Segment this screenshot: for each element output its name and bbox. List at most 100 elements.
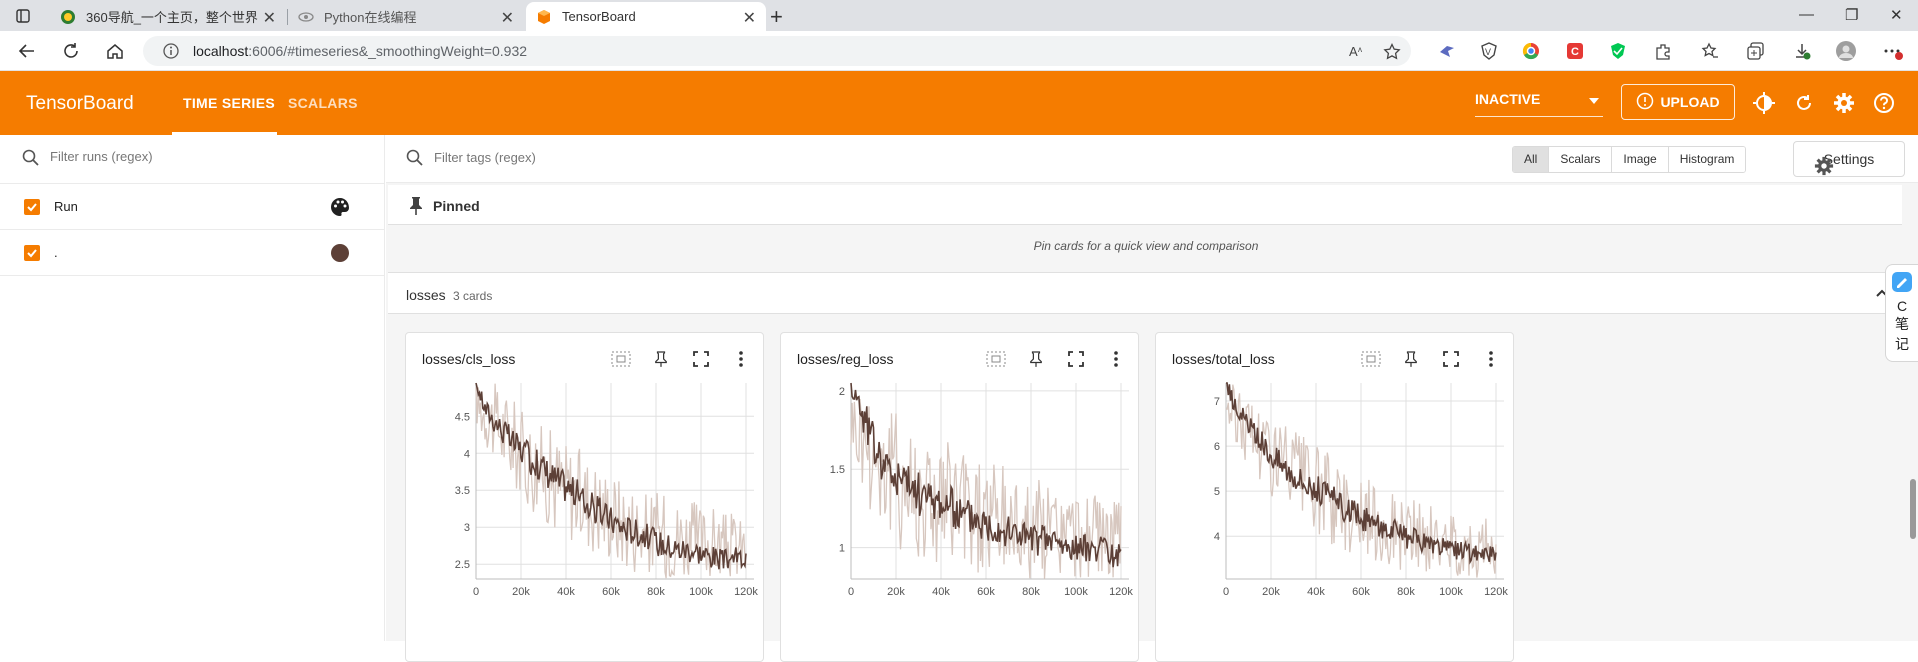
extension-c-icon[interactable]: C (1564, 40, 1586, 62)
filter-image-button[interactable]: Image (1612, 147, 1669, 172)
avatar[interactable] (1835, 40, 1857, 62)
address-toolbar: localhost:6006/#timeseries&_smoothingWei… (0, 31, 1918, 71)
x-tick-label: 20k (1262, 586, 1280, 598)
favorite-star-icon[interactable] (1383, 42, 1401, 66)
restore-button[interactable]: ❐ (1845, 7, 1859, 24)
line-chart[interactable]: 0 20k 40k 60k 80k 100k 120k 2.5 3 3.5 4 4.5 (406, 379, 765, 611)
more-vert-icon[interactable] (1479, 347, 1503, 371)
url-bar[interactable]: localhost:6006/#timeseries&_smoothingWei… (143, 36, 1411, 66)
line-chart[interactable]: 0 20k 40k 60k 80k 100k 120k 1 1.5 2 (781, 379, 1140, 611)
x-tick-label: 0 (1223, 586, 1229, 598)
extension-green-shield-icon[interactable] (1607, 40, 1629, 62)
extension-chrome-icon[interactable] (1520, 40, 1542, 62)
fullscreen-icon[interactable] (1439, 347, 1463, 371)
y-tick-label: 3.5 (455, 485, 470, 497)
close-icon[interactable]: ✕ (500, 10, 514, 27)
downloads-icon[interactable] (1791, 40, 1813, 62)
more-options-icon[interactable] (1882, 40, 1904, 62)
minimize-button[interactable]: — (1799, 6, 1814, 23)
window-close-button[interactable]: ✕ (1890, 7, 1903, 24)
smoothed-series-line (850, 382, 1122, 568)
favorites-icon[interactable] (1699, 40, 1721, 62)
y-tick-label: 3 (464, 522, 470, 534)
line-chart[interactable]: 0 20k 40k 60k 80k 100k 120k 4 5 6 7 (1156, 379, 1515, 611)
browser-tab-strip: 360导航_一个主页，整个世界 ✕ Python在线编程 ✕ TensorBoa… (0, 0, 1918, 31)
run-state-value: INACTIVE (1475, 91, 1541, 107)
svg-text:V: V (1485, 47, 1491, 57)
info-icon (1636, 92, 1654, 113)
collections-icon[interactable] (1745, 40, 1767, 62)
tags-filter-input[interactable] (434, 150, 834, 165)
tab-actions-icon[interactable] (13, 6, 33, 26)
more-vert-icon[interactable] (729, 347, 753, 371)
url-text: localhost:6006/#timeseries&_smoothingWei… (193, 43, 528, 59)
card-group-header[interactable]: losses 3 cards (388, 272, 1902, 314)
new-tab-button[interactable]: + (770, 4, 783, 29)
tab-scalars[interactable]: SCALARS (288, 95, 358, 111)
tab-time-series[interactable]: TIME SERIES (183, 95, 275, 111)
reload-icon[interactable] (1792, 91, 1816, 115)
card-title: losses/reg_loss (797, 351, 894, 367)
notes-side-widget[interactable]: C 笔 记 (1885, 264, 1918, 362)
more-vert-icon[interactable] (1104, 347, 1128, 371)
close-icon[interactable]: ✕ (262, 10, 276, 27)
palette-icon[interactable] (330, 197, 350, 222)
fullscreen-icon[interactable] (1064, 347, 1088, 371)
note-icon (1886, 271, 1918, 296)
scalar-card: losses/cls_loss 0 20k 40k 60k 80k 100k 120k 2.5… (405, 332, 764, 662)
scalar-card: losses/reg_loss 0 20k 40k 60k 80k 100k 120k 1 1.… (780, 332, 1139, 662)
fit-domain-icon[interactable] (1359, 347, 1383, 371)
run-checkbox[interactable] (24, 245, 40, 261)
filter-scalars-button[interactable]: Scalars (1549, 147, 1613, 172)
runs-filter-input[interactable] (50, 149, 350, 164)
info-icon[interactable] (163, 43, 179, 64)
back-arrow-icon[interactable] (16, 40, 38, 62)
y-tick-label: 5 (1214, 486, 1220, 498)
home-icon[interactable] (104, 40, 126, 62)
extension-v-shield-icon[interactable]: V (1478, 40, 1500, 62)
x-tick-label: 60k (1352, 586, 1370, 598)
eye-icon (298, 9, 314, 25)
y-tick-label: 4 (1214, 531, 1220, 543)
theme-toggle-icon[interactable] (1752, 91, 1776, 115)
smoothed-series-line (1226, 382, 1497, 565)
run-state-select[interactable]: INACTIVE (1475, 91, 1603, 117)
browser-tab-360[interactable]: 360导航_一个主页，整个世界 ✕ (50, 2, 286, 31)
tensorboard-logo-icon (536, 9, 552, 25)
close-icon[interactable]: ✕ (742, 10, 756, 27)
filter-all-button[interactable]: All (1513, 147, 1550, 172)
select-all-runs-checkbox[interactable] (24, 199, 40, 215)
tab-title: TensorBoard (562, 9, 636, 24)
upload-button[interactable]: UPLOAD (1621, 84, 1735, 120)
browser-tab-python[interactable]: Python在线编程 ✕ (288, 2, 524, 31)
fit-domain-icon[interactable] (609, 347, 633, 371)
gear-icon[interactable] (1832, 91, 1856, 115)
browser-tab-tensorboard[interactable]: TensorBoard ✕ (526, 2, 766, 31)
y-tick-label: 6 (1214, 441, 1220, 453)
y-tick-label: 4.5 (455, 411, 470, 423)
fullscreen-icon[interactable] (689, 347, 713, 371)
pin-icon[interactable] (1024, 347, 1048, 371)
x-tick-label: 100k (689, 586, 713, 598)
x-tick-label: 120k (734, 586, 758, 598)
refresh-icon[interactable] (60, 40, 82, 62)
x-tick-label: 60k (602, 586, 620, 598)
run-color-swatch[interactable] (331, 244, 349, 262)
pin-icon[interactable] (649, 347, 673, 371)
filter-histogram-button[interactable]: Histogram (1668, 147, 1746, 172)
app-logo[interactable]: TensorBoard (26, 93, 134, 114)
y-tick-label: 7 (1214, 396, 1220, 408)
pin-icon[interactable] (1399, 347, 1423, 371)
scrollbar-thumb[interactable] (1910, 479, 1916, 539)
main-scrollbar[interactable] (1908, 187, 1918, 641)
x-tick-label: 80k (647, 586, 665, 598)
fit-domain-icon[interactable] (984, 347, 1008, 371)
run-row[interactable]: . (0, 230, 385, 276)
extension-bird-icon[interactable] (1436, 40, 1458, 62)
extensions-puzzle-icon[interactable] (1652, 40, 1674, 62)
help-icon[interactable] (1872, 91, 1896, 115)
x-tick-label: 80k (1397, 586, 1415, 598)
raw-series-line (1225, 384, 1497, 578)
settings-button[interactable]: Settings (1793, 141, 1905, 177)
